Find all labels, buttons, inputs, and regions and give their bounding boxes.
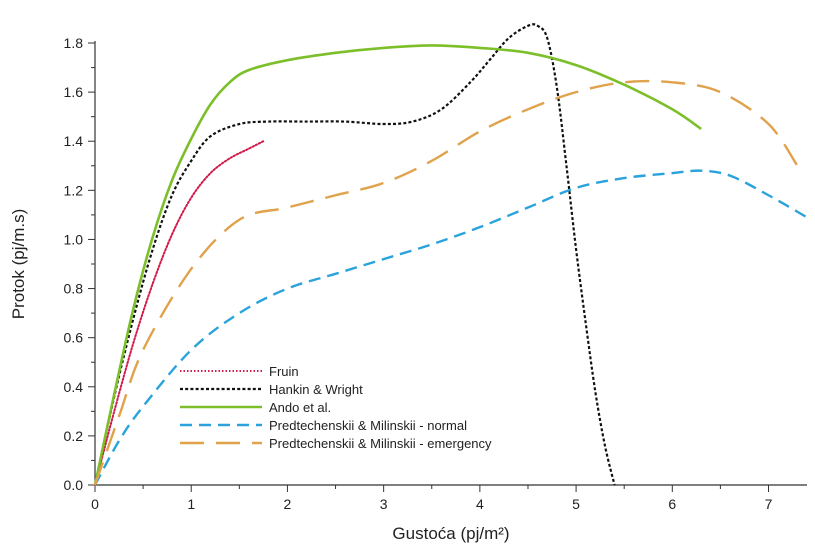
y-tick-label: 0.4 <box>64 379 84 395</box>
series-line-predtechenskii-milinskii-emergency <box>93 79 799 486</box>
y-tick-label: 1.8 <box>64 35 84 51</box>
x-tick-label: 0 <box>91 496 99 512</box>
y-tick-label: 1.0 <box>64 231 84 247</box>
legend-label-ando-et-al: Ando et al. <box>269 400 331 415</box>
y-tick-label: 0.8 <box>64 281 84 297</box>
y-tick-label: 1.4 <box>64 133 84 149</box>
x-tick-label: 5 <box>572 496 580 512</box>
x-tick-label: 7 <box>765 496 773 512</box>
x-tick-label: 3 <box>380 496 388 512</box>
y-tick-label: 1.6 <box>64 84 84 100</box>
y-tick-label: 1.2 <box>64 182 84 198</box>
legend-label-predtechenskii-milinskii-emergency: Predtechenskii & Milinskii - emergency <box>269 436 492 451</box>
series-layer <box>93 23 808 486</box>
legend-label-fruin: Fruin <box>269 364 299 379</box>
y-ticks: 0.0 0.2 0.4 0.6 0.8 1.0 1.2 1.4 1.6 1.8 <box>64 35 95 493</box>
y-tick-label: 0.6 <box>64 330 84 346</box>
series-line-ando-et-al <box>93 44 702 486</box>
x-tick-label: 2 <box>284 496 292 512</box>
legend-label-hankin-wright: Hankin & Wright <box>269 382 363 397</box>
series-line-fruin <box>94 140 265 486</box>
y-tick-label: 0.2 <box>64 428 84 444</box>
y-axis-title: Protok (pj/m.s) <box>9 209 28 320</box>
x-ticks: 0 1 2 3 4 5 6 7 <box>91 485 773 512</box>
x-axis-title: Gustoća (pj/m²) <box>392 524 509 543</box>
y-tick-label: 0.0 <box>64 477 84 493</box>
series-line-predtechenskii-milinskii-normal <box>93 169 808 486</box>
legend: Fruin Hankin & Wright Ando et al. Predteche… <box>180 364 492 451</box>
x-tick-label: 4 <box>476 496 484 512</box>
legend-label-predtechenskii-milinskii-normal: Predtechenskii & Milinskii - normal <box>269 418 467 433</box>
x-tick-label: 1 <box>187 496 195 512</box>
x-tick-label: 6 <box>668 496 676 512</box>
series-line-hankin-wright <box>93 23 616 486</box>
